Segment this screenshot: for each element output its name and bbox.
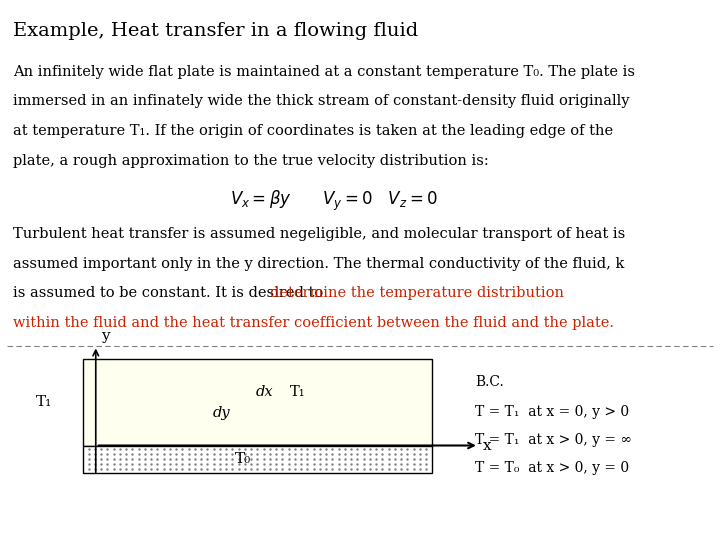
Text: plate, a rough approximation to the true velocity distribution is:: plate, a rough approximation to the true… — [13, 154, 489, 168]
Text: dy: dy — [212, 406, 230, 420]
Text: determine the temperature distribution: determine the temperature distribution — [270, 286, 564, 300]
Text: T = T₁  at x = 0, y > 0: T = T₁ at x = 0, y > 0 — [475, 405, 629, 419]
Text: Turbulent heat transfer is assumed negeligible, and molecular transport of heat : Turbulent heat transfer is assumed negel… — [13, 227, 625, 241]
Text: T = T₁  at x > 0, y = ∞: T = T₁ at x > 0, y = ∞ — [475, 433, 632, 447]
Text: Example, Heat transfer in a flowing fluid: Example, Heat transfer in a flowing flui… — [13, 22, 418, 39]
Text: is assumed to be constant. It is desired to: is assumed to be constant. It is desired… — [13, 286, 328, 300]
Text: B.C.: B.C. — [475, 375, 504, 389]
Text: T₁: T₁ — [36, 395, 53, 409]
Text: T = T₀  at x > 0, y = 0: T = T₀ at x > 0, y = 0 — [475, 461, 629, 475]
Text: T₁: T₁ — [290, 385, 306, 399]
Text: immersed in an infinately wide the thick stream of constant-density fluid origin: immersed in an infinately wide the thick… — [13, 94, 629, 109]
Text: x: x — [482, 438, 491, 453]
Text: dx: dx — [256, 385, 273, 399]
Text: assumed important only in the y direction. The thermal conductivity of the fluid: assumed important only in the y directio… — [13, 256, 624, 271]
Text: within the fluid and the heat transfer coefficient between the fluid and the pla: within the fluid and the heat transfer c… — [13, 316, 614, 330]
Text: $V_x = \beta y \qquad V_y = 0 \quad V_z = 0$: $V_x = \beta y \qquad V_y = 0 \quad V_z … — [230, 189, 438, 213]
Text: An infinitely wide flat plate is maintained at a constant temperature T₀. The pl: An infinitely wide flat plate is maintai… — [13, 65, 635, 79]
Text: T₀: T₀ — [235, 452, 251, 466]
Text: at temperature T₁. If the origin of coordinates is taken at the leading edge of : at temperature T₁. If the origin of coor… — [13, 124, 613, 138]
Bar — [83, 446, 432, 472]
FancyBboxPatch shape — [83, 359, 432, 446]
Text: y: y — [102, 329, 110, 343]
